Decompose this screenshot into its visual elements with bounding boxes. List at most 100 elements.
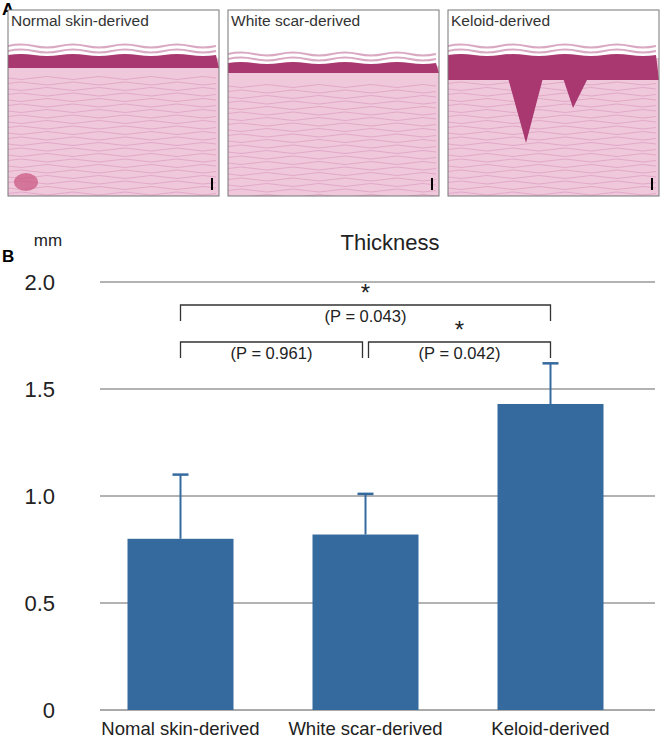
fibre xyxy=(228,90,436,93)
fibre xyxy=(8,165,216,168)
epidermis xyxy=(228,62,439,73)
fibre xyxy=(228,156,436,159)
y-tick-label: 2.0 xyxy=(24,270,55,295)
fibre xyxy=(448,104,656,107)
fibre xyxy=(8,159,216,162)
fibre xyxy=(8,176,216,179)
image-content xyxy=(8,10,219,196)
fibre xyxy=(448,137,656,140)
image-title: Keloid-derived xyxy=(451,12,550,29)
fibre xyxy=(8,82,216,85)
error-bar xyxy=(358,494,374,535)
fibre xyxy=(228,96,436,99)
fibre xyxy=(228,107,436,110)
fibre xyxy=(8,143,216,146)
rete-ridge xyxy=(508,78,543,143)
fibre xyxy=(448,148,656,151)
image-frame xyxy=(448,10,659,196)
fibre xyxy=(448,192,656,195)
fibre xyxy=(448,165,656,168)
image-title: White scar-derived xyxy=(231,12,360,29)
fibre xyxy=(448,170,656,173)
grid-line xyxy=(100,389,655,390)
error-bar-stem xyxy=(180,475,182,539)
bars xyxy=(128,363,604,710)
fibre xyxy=(448,88,656,91)
fibre xyxy=(448,154,656,157)
dermis xyxy=(8,58,219,196)
significance-star: * xyxy=(361,279,370,306)
image-frame xyxy=(8,10,219,196)
bar xyxy=(128,539,234,710)
annotations: *(P = 0.043)(P = 0.961)*(P = 0.042) xyxy=(181,279,551,362)
epidermis xyxy=(448,54,659,80)
bar xyxy=(498,404,604,710)
fibre xyxy=(8,115,216,118)
stratum-corneum xyxy=(8,50,216,53)
error-bar-stem xyxy=(550,363,552,404)
x-tick-label: White scar-derived xyxy=(288,718,442,739)
grid xyxy=(100,282,655,710)
scale-bar xyxy=(211,178,213,190)
stratum-corneum xyxy=(8,45,216,48)
fibre xyxy=(228,151,436,154)
dermis xyxy=(228,66,439,196)
fibre xyxy=(8,137,216,140)
fibre xyxy=(8,181,216,184)
histology-image: Keloid-derived xyxy=(448,10,659,244)
x-tick-label: Nomal skin-derived xyxy=(101,718,259,739)
fibre xyxy=(228,145,436,148)
stratum-corneum xyxy=(448,45,656,48)
fibre xyxy=(8,170,216,173)
fibre xyxy=(8,154,216,157)
fibre xyxy=(8,192,216,195)
error-bar-cap xyxy=(543,362,559,365)
fibre xyxy=(228,85,436,88)
error-bar-stem xyxy=(365,494,367,535)
fibre xyxy=(448,110,656,113)
y-tick-label: 0 xyxy=(43,698,55,723)
p-value: (P = 0.961) xyxy=(231,344,313,362)
scale-bar xyxy=(651,178,653,190)
fibre xyxy=(448,187,656,190)
image-frame xyxy=(228,10,439,196)
x-tick-label: Keloid-derived xyxy=(491,718,609,739)
fibre xyxy=(228,184,436,187)
p-value: (P = 0.043) xyxy=(325,307,407,325)
error-bar xyxy=(543,363,559,404)
fibre xyxy=(448,143,656,146)
fibre xyxy=(448,159,656,162)
fibre xyxy=(228,173,436,176)
image-content xyxy=(448,10,659,196)
histology-image: White scar-derived xyxy=(228,10,439,252)
image-title: Normal skin-derived xyxy=(11,12,149,29)
fibre xyxy=(8,88,216,91)
epidermis xyxy=(8,54,219,68)
fibre xyxy=(448,181,656,184)
y-tick-label: 1.5 xyxy=(24,377,55,402)
fibre xyxy=(228,167,436,170)
scale-bar xyxy=(431,178,433,190)
fibre xyxy=(228,162,436,165)
stratum-corneum xyxy=(448,50,656,53)
fibre xyxy=(448,82,656,85)
grid-line xyxy=(100,282,655,283)
fibre xyxy=(228,134,436,137)
fibre xyxy=(228,123,436,126)
fibre xyxy=(228,129,436,132)
bar xyxy=(313,535,419,710)
fibre xyxy=(448,121,656,124)
fibre xyxy=(448,176,656,179)
fibre xyxy=(228,189,436,192)
fibre xyxy=(448,126,656,129)
fibre xyxy=(8,93,216,96)
fibre xyxy=(8,104,216,107)
significance-star: * xyxy=(455,316,464,343)
fibre xyxy=(8,99,216,102)
error-bar-cap xyxy=(173,473,189,476)
y-tick-label: 1.0 xyxy=(24,484,55,509)
fibre xyxy=(8,121,216,124)
fibre xyxy=(8,187,216,190)
figure: ANormal skin-derivedWhite scar-derivedKe… xyxy=(0,0,666,743)
panel-label: B xyxy=(2,247,14,266)
